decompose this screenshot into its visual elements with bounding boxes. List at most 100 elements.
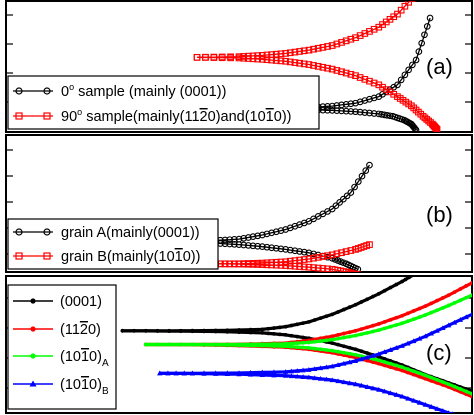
series-2-2-point <box>423 313 428 317</box>
series-0-1-point <box>286 58 294 66</box>
series-1-0-point <box>226 240 234 248</box>
series-2-2-point <box>388 361 393 366</box>
series-2-2-point <box>400 321 404 326</box>
series-2-3-point <box>347 359 353 365</box>
series-1-0-point <box>268 229 275 237</box>
series-1-1-point <box>244 260 252 268</box>
series-2-3-point <box>455 412 457 413</box>
series-2-0-point <box>330 341 335 346</box>
series-2-2-point <box>324 348 329 352</box>
series-0-1-point <box>268 56 275 64</box>
series-2-2-point <box>237 343 241 348</box>
series-0-0-point <box>411 125 419 132</box>
series-2-0-point <box>266 326 271 331</box>
series-1-0-point <box>249 242 257 250</box>
series-2-2-point <box>359 354 364 359</box>
legend-marker-90-sample <box>43 112 51 120</box>
series-2-3-point <box>370 385 376 391</box>
series-2-0-point <box>353 347 358 352</box>
series-2-0-point <box>347 345 352 350</box>
series-2-0-point <box>283 333 288 337</box>
series-0-1-point <box>333 40 341 48</box>
series-2-1-point <box>318 336 323 341</box>
series-0-1-point <box>431 123 439 131</box>
series-0-1-point <box>328 65 336 73</box>
series-2-1-point <box>365 358 370 363</box>
series-0-0-point <box>356 108 364 116</box>
series-2-3-point <box>446 322 452 328</box>
series-2-2-point <box>417 371 422 376</box>
series-0-1-point <box>277 50 285 58</box>
series-2-2-point <box>307 346 311 350</box>
series-2-1-point <box>446 293 451 298</box>
series-2-1-point <box>394 315 399 320</box>
series-2-3-point <box>329 363 335 369</box>
series-2-1-point <box>388 365 393 370</box>
series-1-1-point <box>300 256 308 263</box>
series-2-3-point <box>393 392 399 397</box>
series-0-1-point <box>347 35 355 43</box>
series-2-0-point <box>347 305 352 310</box>
series-2-2-point <box>440 380 445 384</box>
series-0-1-point <box>258 52 266 59</box>
series-2-1-point <box>429 301 434 306</box>
series-2-3-point <box>317 375 324 381</box>
series-2-1-point <box>411 309 416 313</box>
series-2-3-point <box>451 319 458 325</box>
series-0-1-point <box>347 71 355 78</box>
series-2-3-point <box>259 372 265 377</box>
series-2-3-point <box>387 390 394 396</box>
series-0-0-point <box>324 106 331 114</box>
series-0-1-point <box>433 126 441 132</box>
series-2-1-point <box>417 374 422 379</box>
series-2-2-point <box>435 308 439 313</box>
series-2-0-point <box>266 331 271 336</box>
legend-marker-10-10-b <box>29 380 37 387</box>
series-1-1-point <box>282 258 289 266</box>
panel-a-label: (a) <box>426 54 453 79</box>
series-2-0-point <box>301 335 305 340</box>
series-1-1-point <box>272 261 280 269</box>
series-0-1-point <box>218 54 226 62</box>
series-0-1-point <box>319 63 327 71</box>
series-2-1-point <box>411 372 416 377</box>
series-0-0-point <box>366 109 373 117</box>
series-2-0-point <box>394 282 399 287</box>
series-2-2-point <box>167 342 172 347</box>
series-2-0-point <box>237 330 241 335</box>
series-0-1-point <box>405 1 412 6</box>
series-2-2-point <box>394 323 399 327</box>
series-2-2-point <box>213 342 218 347</box>
series-2-0-point <box>312 318 317 322</box>
series-2-3-point <box>447 410 451 413</box>
series-2-3-branch-1-line <box>159 371 455 413</box>
series-1-1-point <box>310 264 317 271</box>
series-1-1-point <box>226 260 234 268</box>
series-1-0-point <box>254 232 261 240</box>
series-2-1-point <box>382 363 387 368</box>
series-2-2-point <box>289 344 294 349</box>
series-0-1-point <box>324 64 331 72</box>
series-2-3-point <box>358 356 364 362</box>
series-1-1-point <box>230 260 238 268</box>
series-0-0-point <box>352 108 359 116</box>
series-1-1-point <box>305 255 313 263</box>
series-0-1-point <box>314 63 322 70</box>
series-2-2-point <box>382 360 387 364</box>
series-1-0-point <box>240 241 248 249</box>
series-2-1-point <box>423 304 428 309</box>
series-2-3-point <box>288 368 295 374</box>
series-2-0-point <box>283 324 288 329</box>
series-0-0-point <box>347 100 355 108</box>
series-2-3-point <box>393 345 399 350</box>
series-1-1-point <box>296 263 303 270</box>
series-0-1-point <box>432 124 440 132</box>
series-0-0-point <box>423 23 431 30</box>
panel-c: (0001) (1120) (1010)A (1010)B (c) <box>5 275 473 414</box>
series-2-3-point <box>387 347 394 352</box>
series-2-3-point <box>306 367 312 372</box>
series-0-1-point <box>342 37 350 45</box>
series-2-3-point <box>428 404 434 409</box>
series-2-1-point <box>371 323 375 328</box>
series-2-2-point <box>341 335 346 340</box>
